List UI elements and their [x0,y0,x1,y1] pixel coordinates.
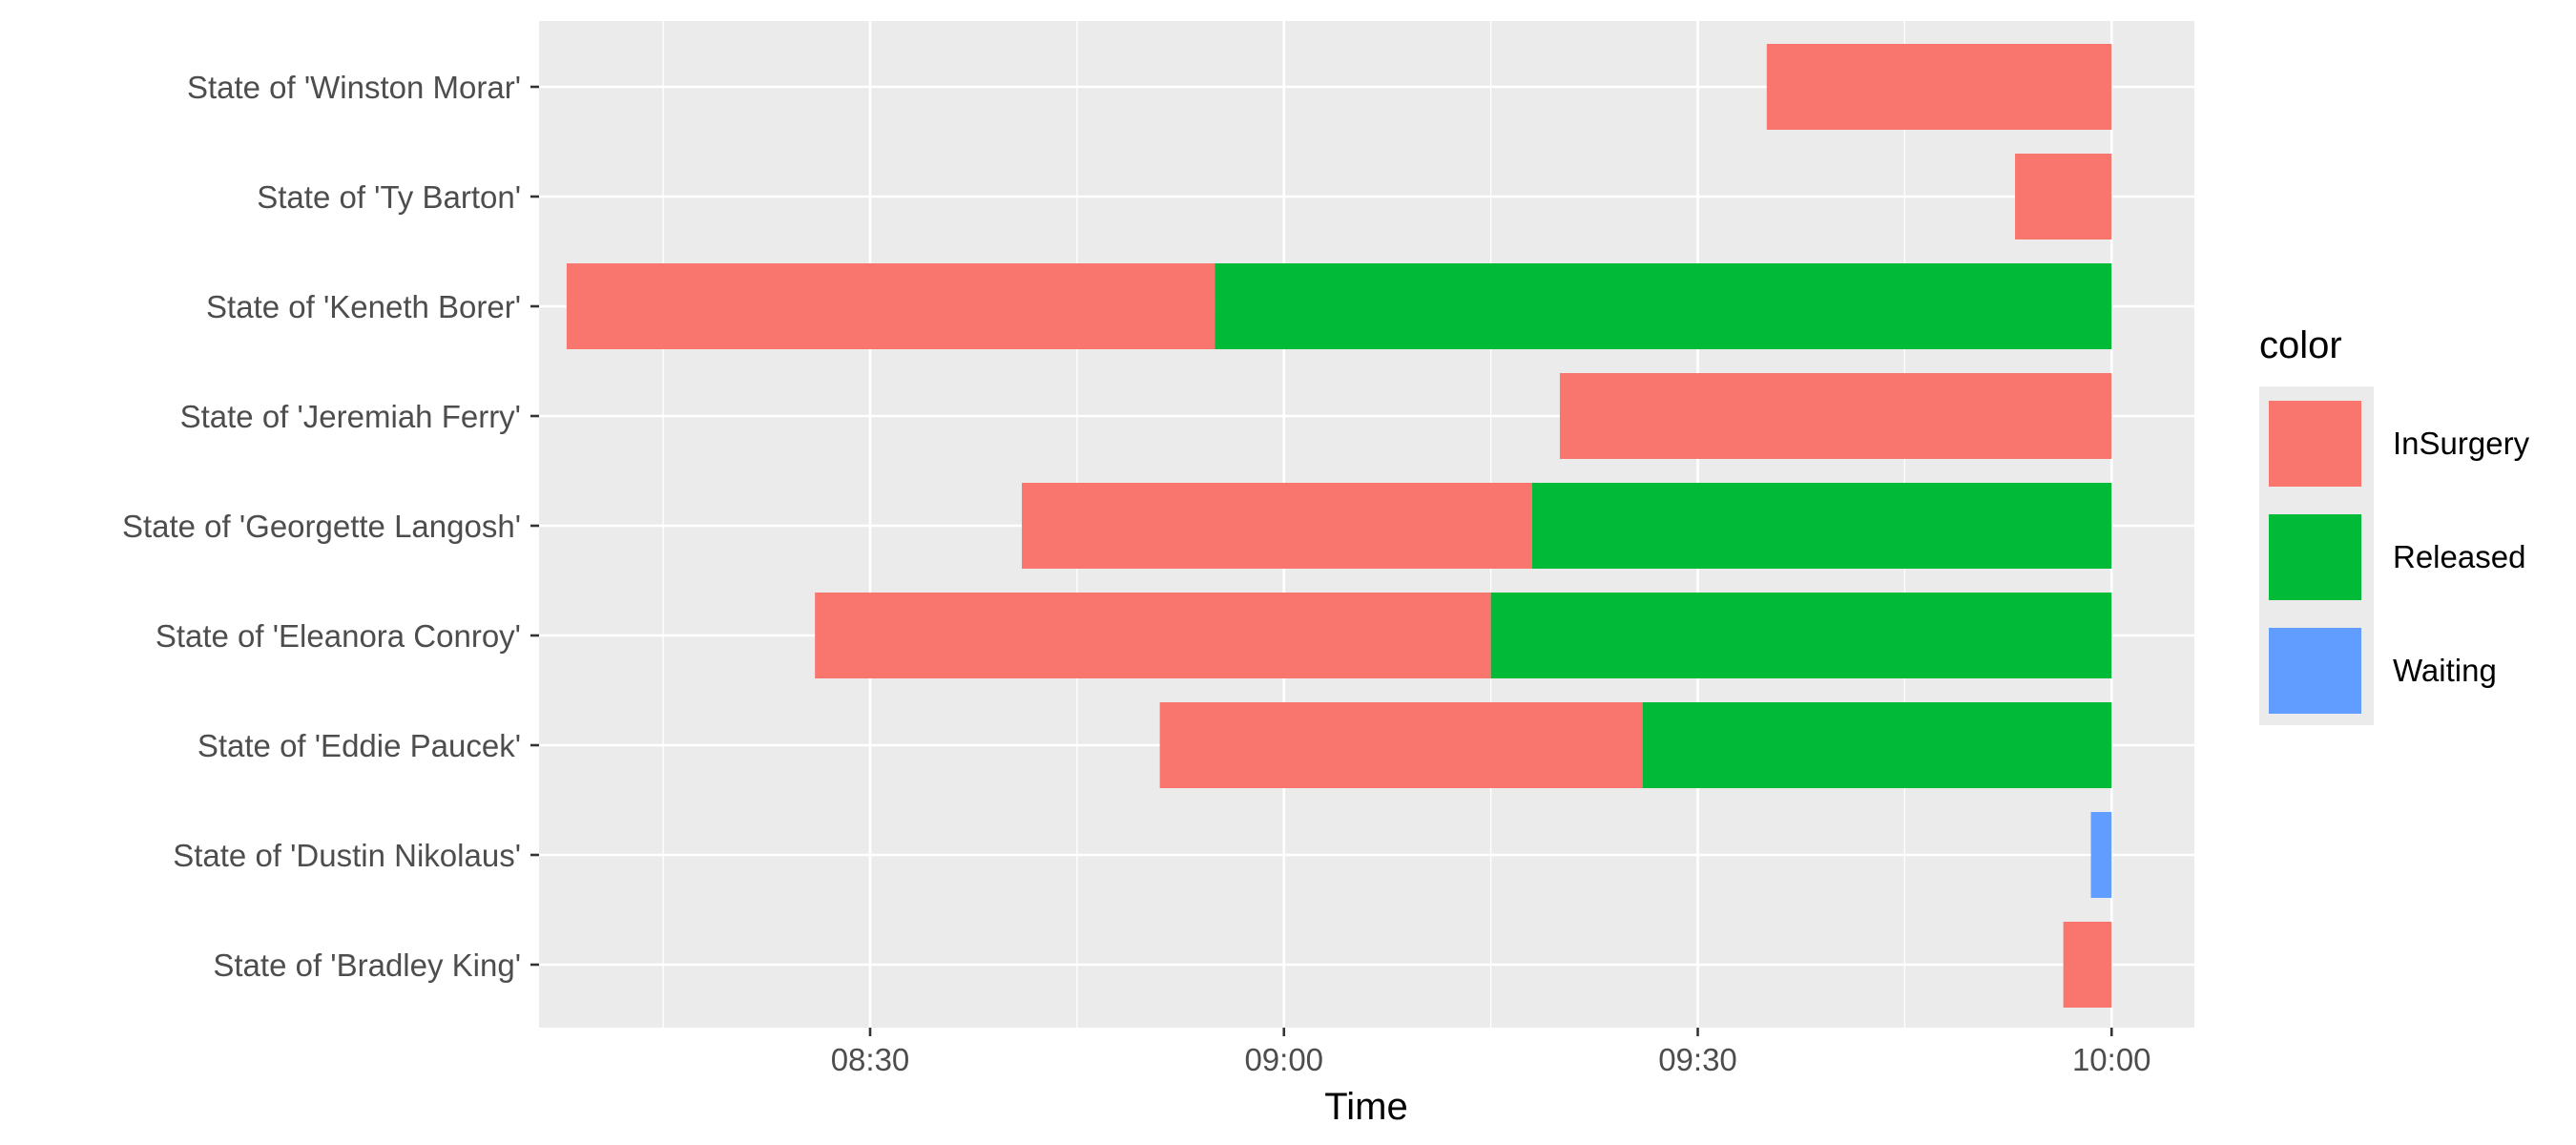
y-tick-label: State of 'Ty Barton' [257,179,521,215]
x-axis-title: Time [1324,1086,1407,1128]
y-tick-label: State of 'Bradley King' [213,947,521,983]
x-tick-label: 09:30 [1658,1042,1737,1077]
legend-key-waiting [2269,628,2361,714]
bar-insurgery [1766,44,2112,130]
bar-released [1532,483,2112,569]
legend-title: color [2259,324,2342,366]
bar-released [1642,702,2112,788]
bars-group [566,44,2112,1008]
y-tick-label: State of 'Jeremiah Ferry' [180,399,521,434]
bar-insurgery [2015,154,2112,239]
legend-label-insurgery: InSurgery [2393,426,2530,461]
x-axis: 08:30 09:00 09:30 10:00 [831,1028,2151,1077]
y-tick-label: State of 'Keneth Borer' [206,289,521,324]
y-axis: State of 'Winston Morar' State of 'Ty Bar… [122,70,539,983]
bar-insurgery [1159,702,1643,788]
x-tick-label: 10:00 [2072,1042,2151,1077]
bar-insurgery [1559,373,2112,459]
bar-insurgery [2063,922,2112,1008]
x-tick-label: 09:00 [1244,1042,1323,1077]
legend-items: InSurgery Released Waiting [2269,401,2530,714]
legend-label-released: Released [2393,539,2525,574]
bar-insurgery [1022,483,1532,569]
y-tick-label: State of 'Eleanora Conroy' [156,618,521,654]
legend-key-insurgery [2269,401,2361,487]
bar-released [1215,263,2112,349]
bar-insurgery [566,263,1215,349]
y-tick-label: State of 'Eddie Paucek' [197,728,521,763]
x-tick-label: 08:30 [831,1042,910,1077]
legend-label-waiting: Waiting [2393,653,2497,688]
bar-insurgery [815,593,1491,678]
y-tick-label: State of 'Georgette Langosh' [122,509,521,544]
legend: color InSurgery Released Waiting [2259,324,2530,725]
y-tick-label: State of 'Winston Morar' [187,70,521,105]
y-tick-label: State of 'Dustin Nikolaus' [173,838,521,873]
bar-released [1490,593,2112,678]
legend-key-released [2269,514,2361,600]
bar-waiting [2090,812,2112,898]
